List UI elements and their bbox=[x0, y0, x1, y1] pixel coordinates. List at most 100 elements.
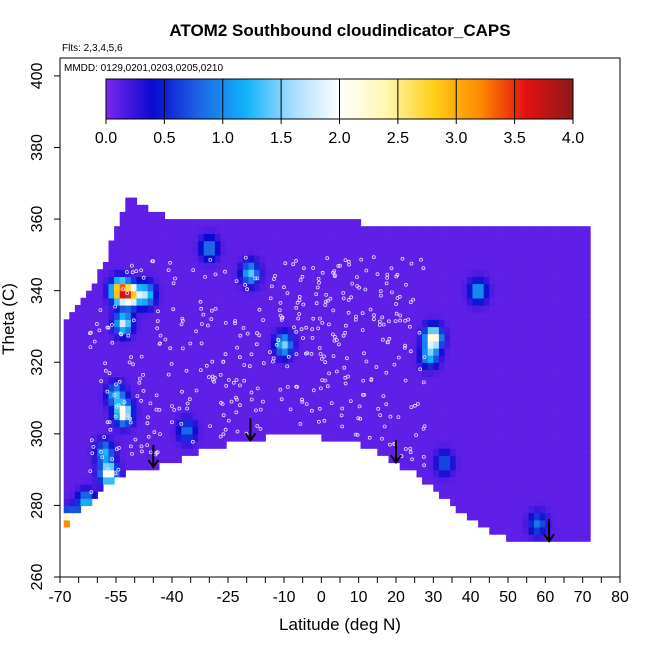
heatmap-cell bbox=[332, 319, 339, 328]
heatmap-cell bbox=[242, 405, 250, 413]
heatmap-cell bbox=[74, 498, 82, 507]
heatmap-cell bbox=[248, 326, 255, 335]
heatmap-cell bbox=[142, 355, 149, 363]
heatmap-cell bbox=[450, 433, 457, 442]
heatmap-cell bbox=[209, 355, 216, 363]
heatmap-cell bbox=[181, 376, 188, 385]
observation-dot bbox=[150, 259, 155, 264]
heatmap-cell bbox=[534, 269, 541, 277]
heatmap-cell bbox=[472, 355, 479, 363]
heatmap-cell bbox=[545, 283, 552, 292]
heatmap-cell bbox=[489, 441, 496, 449]
observation-dot bbox=[327, 371, 332, 376]
heatmap-cell bbox=[545, 441, 552, 449]
heatmap-cell bbox=[573, 297, 580, 306]
heatmap-cell bbox=[343, 390, 350, 399]
heatmap-cell bbox=[455, 262, 462, 270]
observation-dot bbox=[403, 343, 408, 348]
heatmap-cell bbox=[573, 448, 580, 456]
heatmap-cell bbox=[63, 333, 70, 342]
heatmap-cell bbox=[226, 269, 233, 277]
heatmap-cell bbox=[114, 369, 121, 378]
heatmap-cell bbox=[226, 305, 233, 313]
heatmap-cell bbox=[500, 340, 507, 349]
observation-dot bbox=[320, 270, 325, 275]
heatmap-cell bbox=[209, 240, 216, 249]
heatmap-cell bbox=[517, 383, 524, 392]
heatmap-cell bbox=[545, 262, 552, 270]
heatmap-cell bbox=[192, 269, 199, 277]
heatmap-cell bbox=[69, 398, 76, 406]
heatmap-cell bbox=[265, 269, 272, 277]
heatmap-cell bbox=[500, 269, 507, 277]
heatmap-cell bbox=[198, 355, 205, 363]
heatmap-cell bbox=[80, 491, 87, 499]
heatmap-cell bbox=[578, 469, 586, 478]
heatmap-cell bbox=[528, 441, 535, 449]
observation-dot bbox=[403, 447, 408, 451]
heatmap-cell bbox=[528, 534, 535, 542]
heatmap-cell bbox=[506, 369, 513, 378]
heatmap-cell bbox=[119, 240, 126, 249]
heatmap-cell bbox=[433, 362, 440, 370]
heatmap-cell bbox=[438, 305, 446, 313]
heatmap-cell bbox=[226, 247, 233, 256]
heatmap-cell bbox=[153, 419, 160, 428]
heatmap-cell bbox=[382, 283, 390, 292]
heatmap-cell bbox=[321, 426, 328, 435]
heatmap-cell bbox=[506, 448, 513, 456]
heatmap-cell bbox=[220, 262, 227, 270]
heatmap-cell bbox=[304, 233, 311, 242]
heatmap-cell bbox=[209, 340, 216, 349]
heatmap-cell bbox=[181, 383, 188, 392]
heatmap-cell bbox=[170, 369, 177, 378]
axes: -70 -55 -40 -25 -10 0 10 20 30 40 50 60 70 8026028030… bbox=[29, 57, 629, 606]
heatmap-cell bbox=[394, 419, 401, 428]
heatmap-cell bbox=[377, 326, 384, 335]
heatmap-cell bbox=[410, 283, 418, 292]
heatmap-cell bbox=[293, 419, 300, 428]
heatmap-cell bbox=[265, 426, 272, 435]
heatmap-cell bbox=[321, 398, 328, 406]
heatmap-cell bbox=[562, 426, 569, 435]
heatmap-cell bbox=[511, 319, 518, 328]
observation-dot bbox=[201, 312, 206, 317]
heatmap-cell bbox=[539, 276, 546, 285]
observation-dot bbox=[112, 393, 117, 397]
heatmap-cell bbox=[181, 433, 188, 442]
heatmap-cell bbox=[130, 433, 138, 442]
heatmap-cell bbox=[349, 283, 356, 292]
heatmap-cell bbox=[416, 247, 423, 256]
heatmap-cell bbox=[377, 398, 384, 406]
heatmap-cell bbox=[450, 290, 457, 299]
heatmap-cell bbox=[500, 483, 507, 492]
heatmap-cell bbox=[494, 390, 502, 399]
heatmap-cell bbox=[142, 276, 149, 285]
heatmap-cell bbox=[265, 326, 272, 335]
heatmap-cell bbox=[186, 426, 194, 435]
observation-dot bbox=[90, 451, 95, 456]
heatmap-cell bbox=[114, 355, 121, 363]
heatmap-cell bbox=[80, 355, 87, 363]
heatmap-cell bbox=[298, 312, 306, 320]
heatmap-cell bbox=[455, 290, 462, 299]
heatmap-cell bbox=[382, 326, 390, 335]
heatmap-cell bbox=[214, 262, 222, 270]
heatmap-cell bbox=[539, 498, 546, 507]
heatmap-cell bbox=[556, 462, 563, 471]
heatmap-cell bbox=[517, 340, 524, 349]
heatmap-cell bbox=[528, 326, 535, 335]
heatmap-cell bbox=[287, 247, 294, 256]
heatmap-cell bbox=[483, 305, 490, 313]
observation-dot bbox=[320, 320, 325, 325]
heatmap-cell bbox=[450, 476, 457, 485]
heatmap-cell bbox=[343, 219, 350, 227]
heatmap-cell bbox=[494, 512, 502, 521]
heatmap-cell bbox=[550, 498, 558, 507]
heatmap-cell bbox=[248, 390, 255, 399]
observation-dot bbox=[280, 315, 284, 320]
heatmap-cell bbox=[461, 254, 468, 263]
observation-dot bbox=[125, 291, 130, 295]
heatmap-cell bbox=[472, 462, 479, 471]
heatmap-cell bbox=[332, 262, 339, 270]
